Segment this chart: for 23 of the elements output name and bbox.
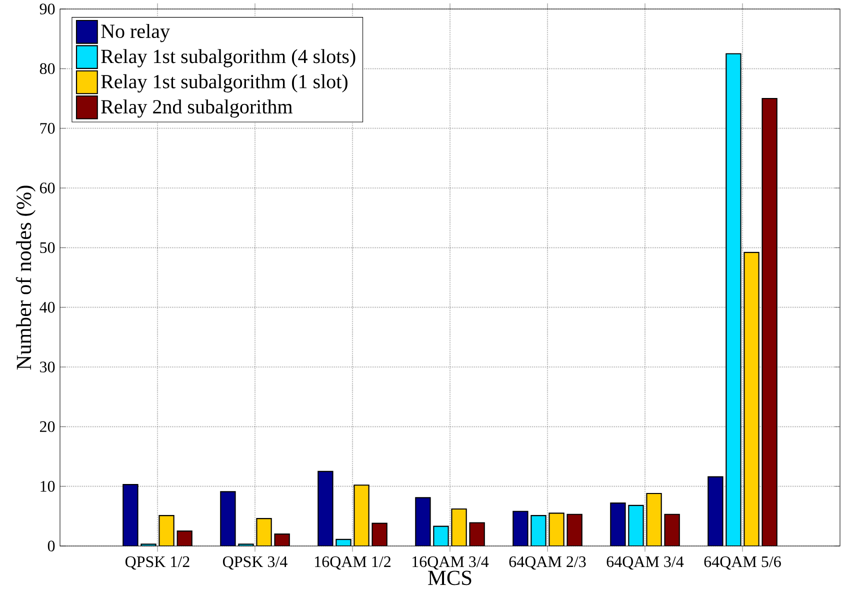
x-tick-label: 16QAM 1/2: [315, 556, 390, 570]
x-tick-label: QPSK 3/4: [222, 556, 288, 570]
legend-label: Relay 2nd subalgorithm: [101, 99, 292, 118]
y-tick-label: 50: [40, 242, 55, 254]
x-tick-label: QPSK 1/2: [125, 556, 190, 570]
x-axis-title: MCS: [428, 570, 472, 586]
legend-label: Relay 1st subalgorithm (4 slots): [101, 49, 356, 68]
y-tick-label: 90: [40, 4, 55, 14]
legend-label: No relay: [101, 24, 170, 42]
y-tick-label: 30: [40, 362, 55, 372]
y-tick-label: 20: [40, 421, 55, 432]
y-axis-title: Number of nodes (%): [16, 186, 36, 370]
y-tick-label: 40: [40, 302, 55, 313]
y-tick-label: 0: [48, 540, 55, 552]
legend-label: Relay 1st subalgorithm (1 slot): [101, 74, 348, 92]
y-tick-label: 70: [40, 122, 55, 134]
y-tick-label: 10: [40, 480, 55, 492]
x-tick-label: 64QAM 5/6: [704, 556, 781, 570]
y-tick-label: 80: [40, 63, 55, 74]
y-tick-label: 60: [40, 182, 55, 194]
x-tick-label: 16QAM 3/4: [412, 556, 489, 570]
x-tick-label: 64QAM 3/4: [606, 556, 684, 570]
x-tick-label: 64QAM 2/3: [509, 556, 586, 570]
